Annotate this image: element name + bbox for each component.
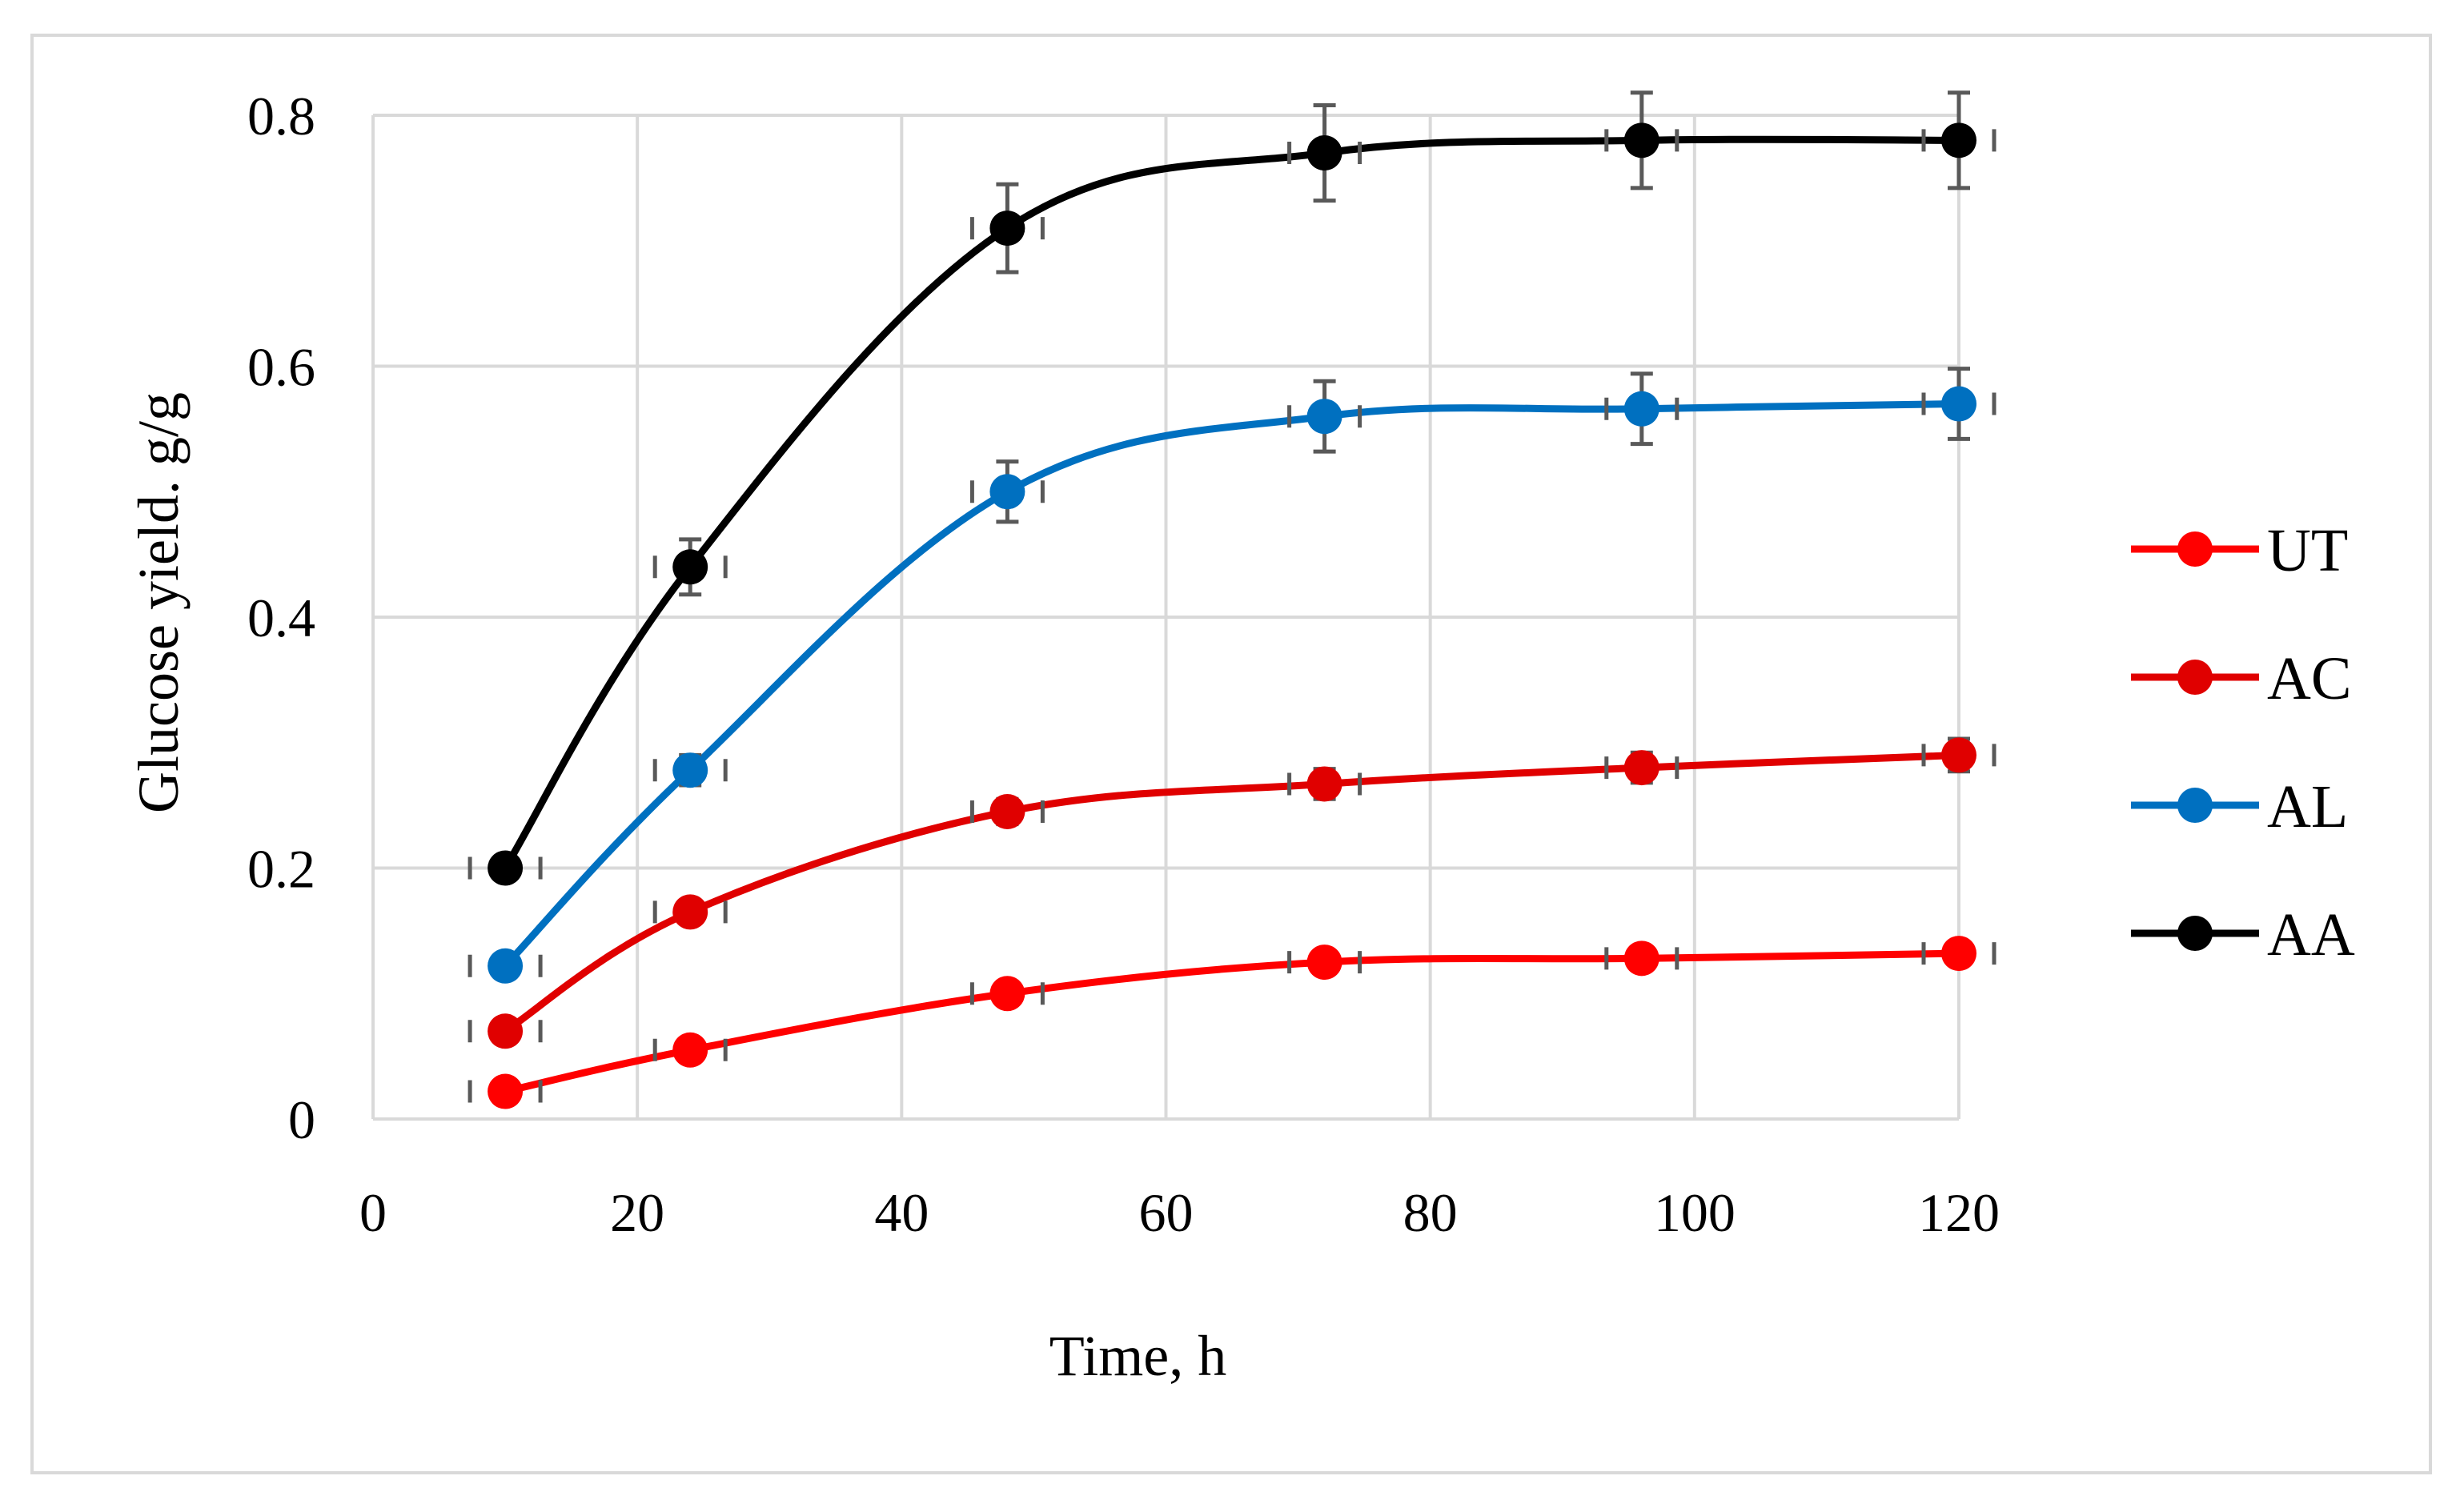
legend-item-aa: AA	[2131, 901, 2355, 969]
legend-label-ac: AC	[2267, 645, 2352, 712]
legend-label-ut: UT	[2267, 517, 2348, 584]
y-axis-title: Glucose yield. g/g	[126, 392, 191, 813]
data-point-aa	[1941, 122, 1976, 158]
data-point-al	[488, 948, 524, 984]
data-point-aa	[672, 549, 708, 585]
legend-item-ac: AC	[2131, 645, 2352, 712]
series-line-al	[501, 400, 1963, 970]
legend-item-al: AL	[2131, 773, 2348, 840]
legend-marker-ut	[2177, 531, 2213, 567]
data-point-ac	[1306, 766, 1342, 802]
data-point-aa	[1306, 135, 1342, 171]
data-point-al	[989, 474, 1025, 510]
data-point-aa	[488, 850, 524, 886]
series-line-ut	[501, 949, 1963, 1096]
y-tick-label: 0	[288, 1089, 315, 1150]
data-point-ac	[672, 894, 708, 930]
x-tick-label: 100	[1654, 1182, 1736, 1243]
data-point-ac	[488, 1013, 524, 1049]
data-point-ut	[672, 1032, 708, 1068]
data-point-ac	[1941, 737, 1976, 773]
legend-label-aa: AA	[2267, 901, 2355, 969]
legend-item-ut: UT	[2131, 517, 2348, 584]
data-point-ut	[1306, 945, 1342, 981]
series-ut	[468, 936, 1996, 1109]
data-point-ut	[1623, 941, 1659, 977]
data-point-ut	[488, 1073, 524, 1109]
x-tick-label: 60	[1139, 1182, 1194, 1243]
legend-label-al: AL	[2267, 773, 2348, 840]
x-tick-label: 0	[359, 1182, 387, 1243]
x-tick-label: 40	[874, 1182, 929, 1243]
y-tick-label: 0.6	[247, 337, 315, 398]
series-al	[468, 367, 1996, 984]
grid	[371, 114, 1960, 1121]
x-tick-label: 20	[610, 1182, 664, 1243]
y-tick-label: 0.2	[247, 839, 315, 900]
data-point-ut	[1941, 936, 1976, 972]
x-axis-title: Time, h	[1049, 1324, 1226, 1388]
legend: UT AC AL AA	[2131, 517, 2355, 969]
series-line-ac	[501, 751, 1963, 1035]
tick-labels: 0 0.2 0.4 0.6 0.8 0 20 40 60 80 100 120	[247, 86, 2000, 1243]
data-point-aa	[989, 211, 1025, 247]
data-point-ut	[989, 976, 1025, 1012]
data-point-aa	[1623, 122, 1659, 158]
data-point-ac	[1623, 750, 1659, 786]
data-point-al	[1306, 399, 1342, 435]
data-point-al	[1623, 391, 1659, 427]
y-tick-label: 0.8	[247, 86, 315, 146]
series-area	[468, 90, 1996, 1109]
data-point-ac	[989, 793, 1025, 829]
series-aa	[468, 90, 1996, 886]
chart-frame: 0 0.2 0.4 0.6 0.8 0 20 40 60 80 100 120 Time, h Glu…	[30, 34, 2432, 1474]
legend-marker-aa	[2177, 916, 2213, 951]
data-point-al	[1941, 386, 1976, 422]
x-tick-label: 80	[1403, 1182, 1458, 1243]
x-tick-label: 120	[1918, 1182, 2000, 1243]
y-tick-label: 0.4	[247, 588, 315, 648]
data-point-al	[672, 752, 708, 788]
series-ac	[468, 736, 1996, 1049]
legend-marker-al	[2177, 788, 2213, 823]
glucose-yield-chart: 0 0.2 0.4 0.6 0.8 0 20 40 60 80 100 120 Time, h Glu…	[126, 86, 2355, 1388]
legend-marker-ac	[2177, 660, 2213, 695]
series-line-aa	[501, 135, 1963, 872]
